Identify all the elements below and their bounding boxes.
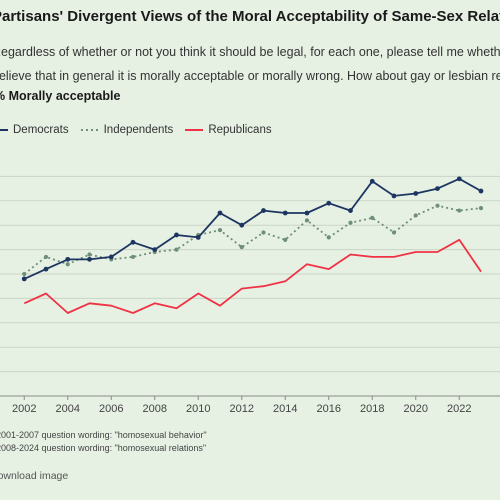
x-tick-label-2004: 2004 (56, 403, 80, 415)
data-point-democrats-2003 (43, 266, 49, 272)
x-tick-label-2020: 2020 (404, 403, 428, 415)
data-point-democrats-2006 (108, 254, 114, 260)
series-line-republicans (23, 238, 482, 314)
gridlines (0, 175, 500, 373)
data-point-democrats-2011 (217, 210, 223, 216)
x-tick-label-2022: 2022 (447, 403, 471, 415)
data-point-independents-2023 (478, 206, 484, 211)
line-chart: 2002 2004 2006 2008 2010 2012 2014 2016 2018 2020… (0, 175, 500, 415)
data-point-independents-2004 (65, 262, 70, 267)
legend-label-republicans: Republicans (208, 124, 272, 136)
data-point-democrats-2019 (391, 193, 397, 199)
data-point-independents-2014 (283, 237, 288, 242)
data-point-democrats-2014 (282, 210, 288, 216)
x-tick-label-2008: 2008 (143, 403, 167, 415)
data-point-democrats-2004 (65, 256, 71, 262)
download-image-link[interactable]: Download image (0, 470, 69, 482)
x-tick-label-2002: 2002 (12, 403, 36, 415)
data-point-democrats-2009 (174, 232, 179, 238)
data-point-democrats-2005 (87, 256, 92, 262)
data-point-independents-2018 (370, 215, 375, 220)
data-point-democrats-2010 (195, 235, 201, 240)
data-point-independents-2007 (130, 254, 136, 260)
x-tick-label-2010: 2010 (186, 403, 210, 415)
survey-question: Regardless of whether or not you think i… (0, 40, 500, 88)
data-point-democrats-2013 (261, 208, 266, 213)
legend-item-democrats: Democrats (0, 124, 69, 136)
footnote-wording-2001: 2001-2007 question wording: "homosexual … (0, 430, 207, 440)
data-point-democrats-2023 (478, 188, 484, 194)
measure-label: % Morally acceptable (0, 89, 121, 103)
data-point-independents-2013 (261, 230, 266, 235)
legend-item-independents: Independents (80, 124, 174, 136)
data-point-democrats-2020 (413, 191, 419, 196)
legend-swatch-independents (80, 129, 99, 131)
legend-item-republicans: Republicans (185, 124, 272, 136)
legend-label-democrats: Democrats (13, 124, 69, 136)
x-axis: 2002 2004 2006 2008 2010 2012 2014 2016 2018 2020… (0, 395, 500, 415)
legend-label-independents: Independents (103, 124, 174, 136)
data-point-independents-2005 (87, 252, 92, 257)
series-lines (21, 176, 484, 314)
data-point-democrats-2018 (369, 178, 375, 184)
data-point-democrats-2008 (152, 247, 158, 252)
x-tick-label-2018: 2018 (360, 403, 384, 415)
data-point-democrats-2012 (239, 222, 245, 228)
data-point-democrats-2022 (456, 176, 462, 182)
data-point-democrats-2021 (435, 186, 440, 191)
data-point-independents-2003 (43, 254, 49, 260)
data-point-independents-2019 (391, 230, 397, 235)
data-point-democrats-2002 (21, 276, 27, 282)
survey-question-line-1: Regardless of whether or not you think i… (0, 45, 500, 59)
legend-swatch-democrats (0, 129, 8, 131)
survey-question-line-2: believe that in general it is morally ac… (0, 69, 500, 83)
data-point-democrats-2015 (304, 210, 310, 216)
x-tick-label-2014: 2014 (273, 403, 297, 415)
series-line-democrats (23, 177, 482, 280)
x-tick-label-2012: 2012 (230, 403, 254, 415)
data-point-independents-2002 (22, 271, 27, 277)
chart-legend: Democrats Independents Republicans (0, 122, 284, 138)
x-tick-label-2006: 2006 (99, 403, 123, 415)
data-point-independents-2011 (217, 227, 223, 233)
data-point-independents-2012 (239, 245, 244, 250)
data-point-independents-2020 (413, 213, 418, 218)
data-point-independents-2016 (326, 235, 331, 240)
x-tick-label-2016: 2016 (317, 403, 341, 415)
data-point-democrats-2017 (348, 208, 353, 213)
data-point-independents-2015 (304, 218, 310, 223)
data-point-independents-2009 (174, 247, 179, 252)
data-point-democrats-2007 (130, 239, 136, 245)
data-point-democrats-2016 (326, 200, 332, 206)
series-line-independents (23, 204, 482, 275)
data-point-independents-2021 (435, 203, 440, 208)
data-point-independents-2022 (457, 208, 462, 213)
legend-swatch-republicans (185, 129, 204, 131)
footnote-wording-2008: 2008-2024 question wording: "homosexual … (0, 443, 207, 453)
data-point-independents-2017 (348, 220, 353, 225)
chart-title: Partisans' Divergent Views of the Moral … (0, 8, 500, 25)
